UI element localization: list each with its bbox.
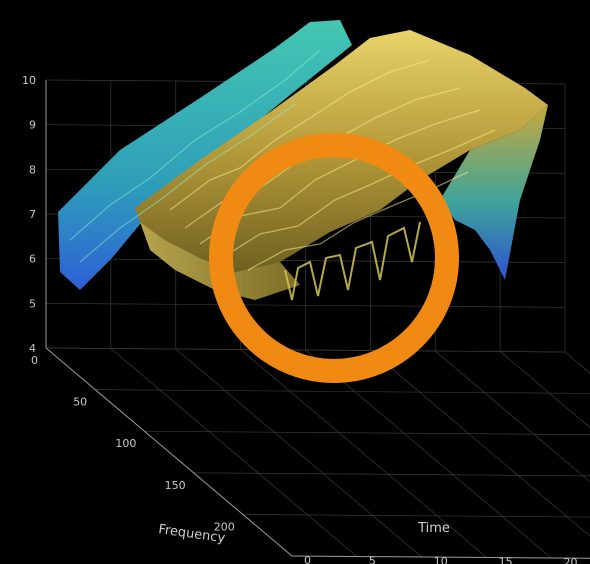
z-tick-label: 5	[29, 297, 36, 310]
highlight-circle	[209, 133, 459, 383]
y-tick-label: 0	[304, 554, 311, 564]
grid-line	[193, 472, 590, 477]
surface-band-teal	[58, 20, 352, 290]
surface-spikes	[284, 221, 421, 301]
y-tick-label: 5	[369, 555, 376, 564]
z-tick-label: 8	[29, 163, 36, 176]
z-tick-label: 6	[29, 253, 36, 266]
y-tick-label: 10	[434, 555, 448, 564]
grid-line	[175, 348, 422, 558]
grid-line	[435, 350, 590, 483]
grid-line	[564, 351, 590, 374]
x-tick-label: 150	[165, 479, 186, 492]
y-axis-line	[291, 555, 590, 559]
z-tick-label: 10	[22, 74, 36, 87]
grid-line	[370, 350, 590, 537]
grid-line	[305, 349, 552, 559]
z-tick-label: 4	[29, 342, 36, 355]
surface-front-face	[140, 222, 300, 300]
y-axis-label: Time	[417, 521, 450, 536]
grid-line	[240, 349, 487, 558]
z-tick-label: 9	[29, 119, 36, 132]
z-axis-ticks: 4 5 6 7 8 9 10	[22, 74, 36, 355]
x-tick-label: 0	[31, 354, 38, 367]
x-tick-label: 250	[263, 562, 284, 564]
x-axis-ticks: 0 50 100 150 200 250	[31, 354, 284, 564]
z-tick-label: 7	[29, 208, 36, 221]
x-tick-label: 200	[214, 520, 235, 533]
y-tick-label: 15	[499, 556, 513, 564]
grid-line	[95, 389, 590, 394]
x-tick-label: 50	[73, 396, 87, 409]
x-tick-label: 100	[115, 437, 136, 450]
surface-right-cliff	[440, 105, 548, 280]
y-tick-label: 20	[564, 556, 578, 564]
grid-line	[110, 348, 358, 557]
grid-line	[499, 351, 590, 428]
y-axis-ticks: 0510152025303540	[304, 554, 578, 564]
grid-line	[242, 514, 590, 518]
x-axis-line	[45, 347, 293, 557]
